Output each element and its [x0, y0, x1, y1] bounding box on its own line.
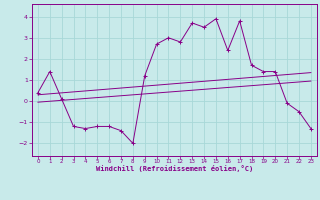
- X-axis label: Windchill (Refroidissement éolien,°C): Windchill (Refroidissement éolien,°C): [96, 165, 253, 172]
